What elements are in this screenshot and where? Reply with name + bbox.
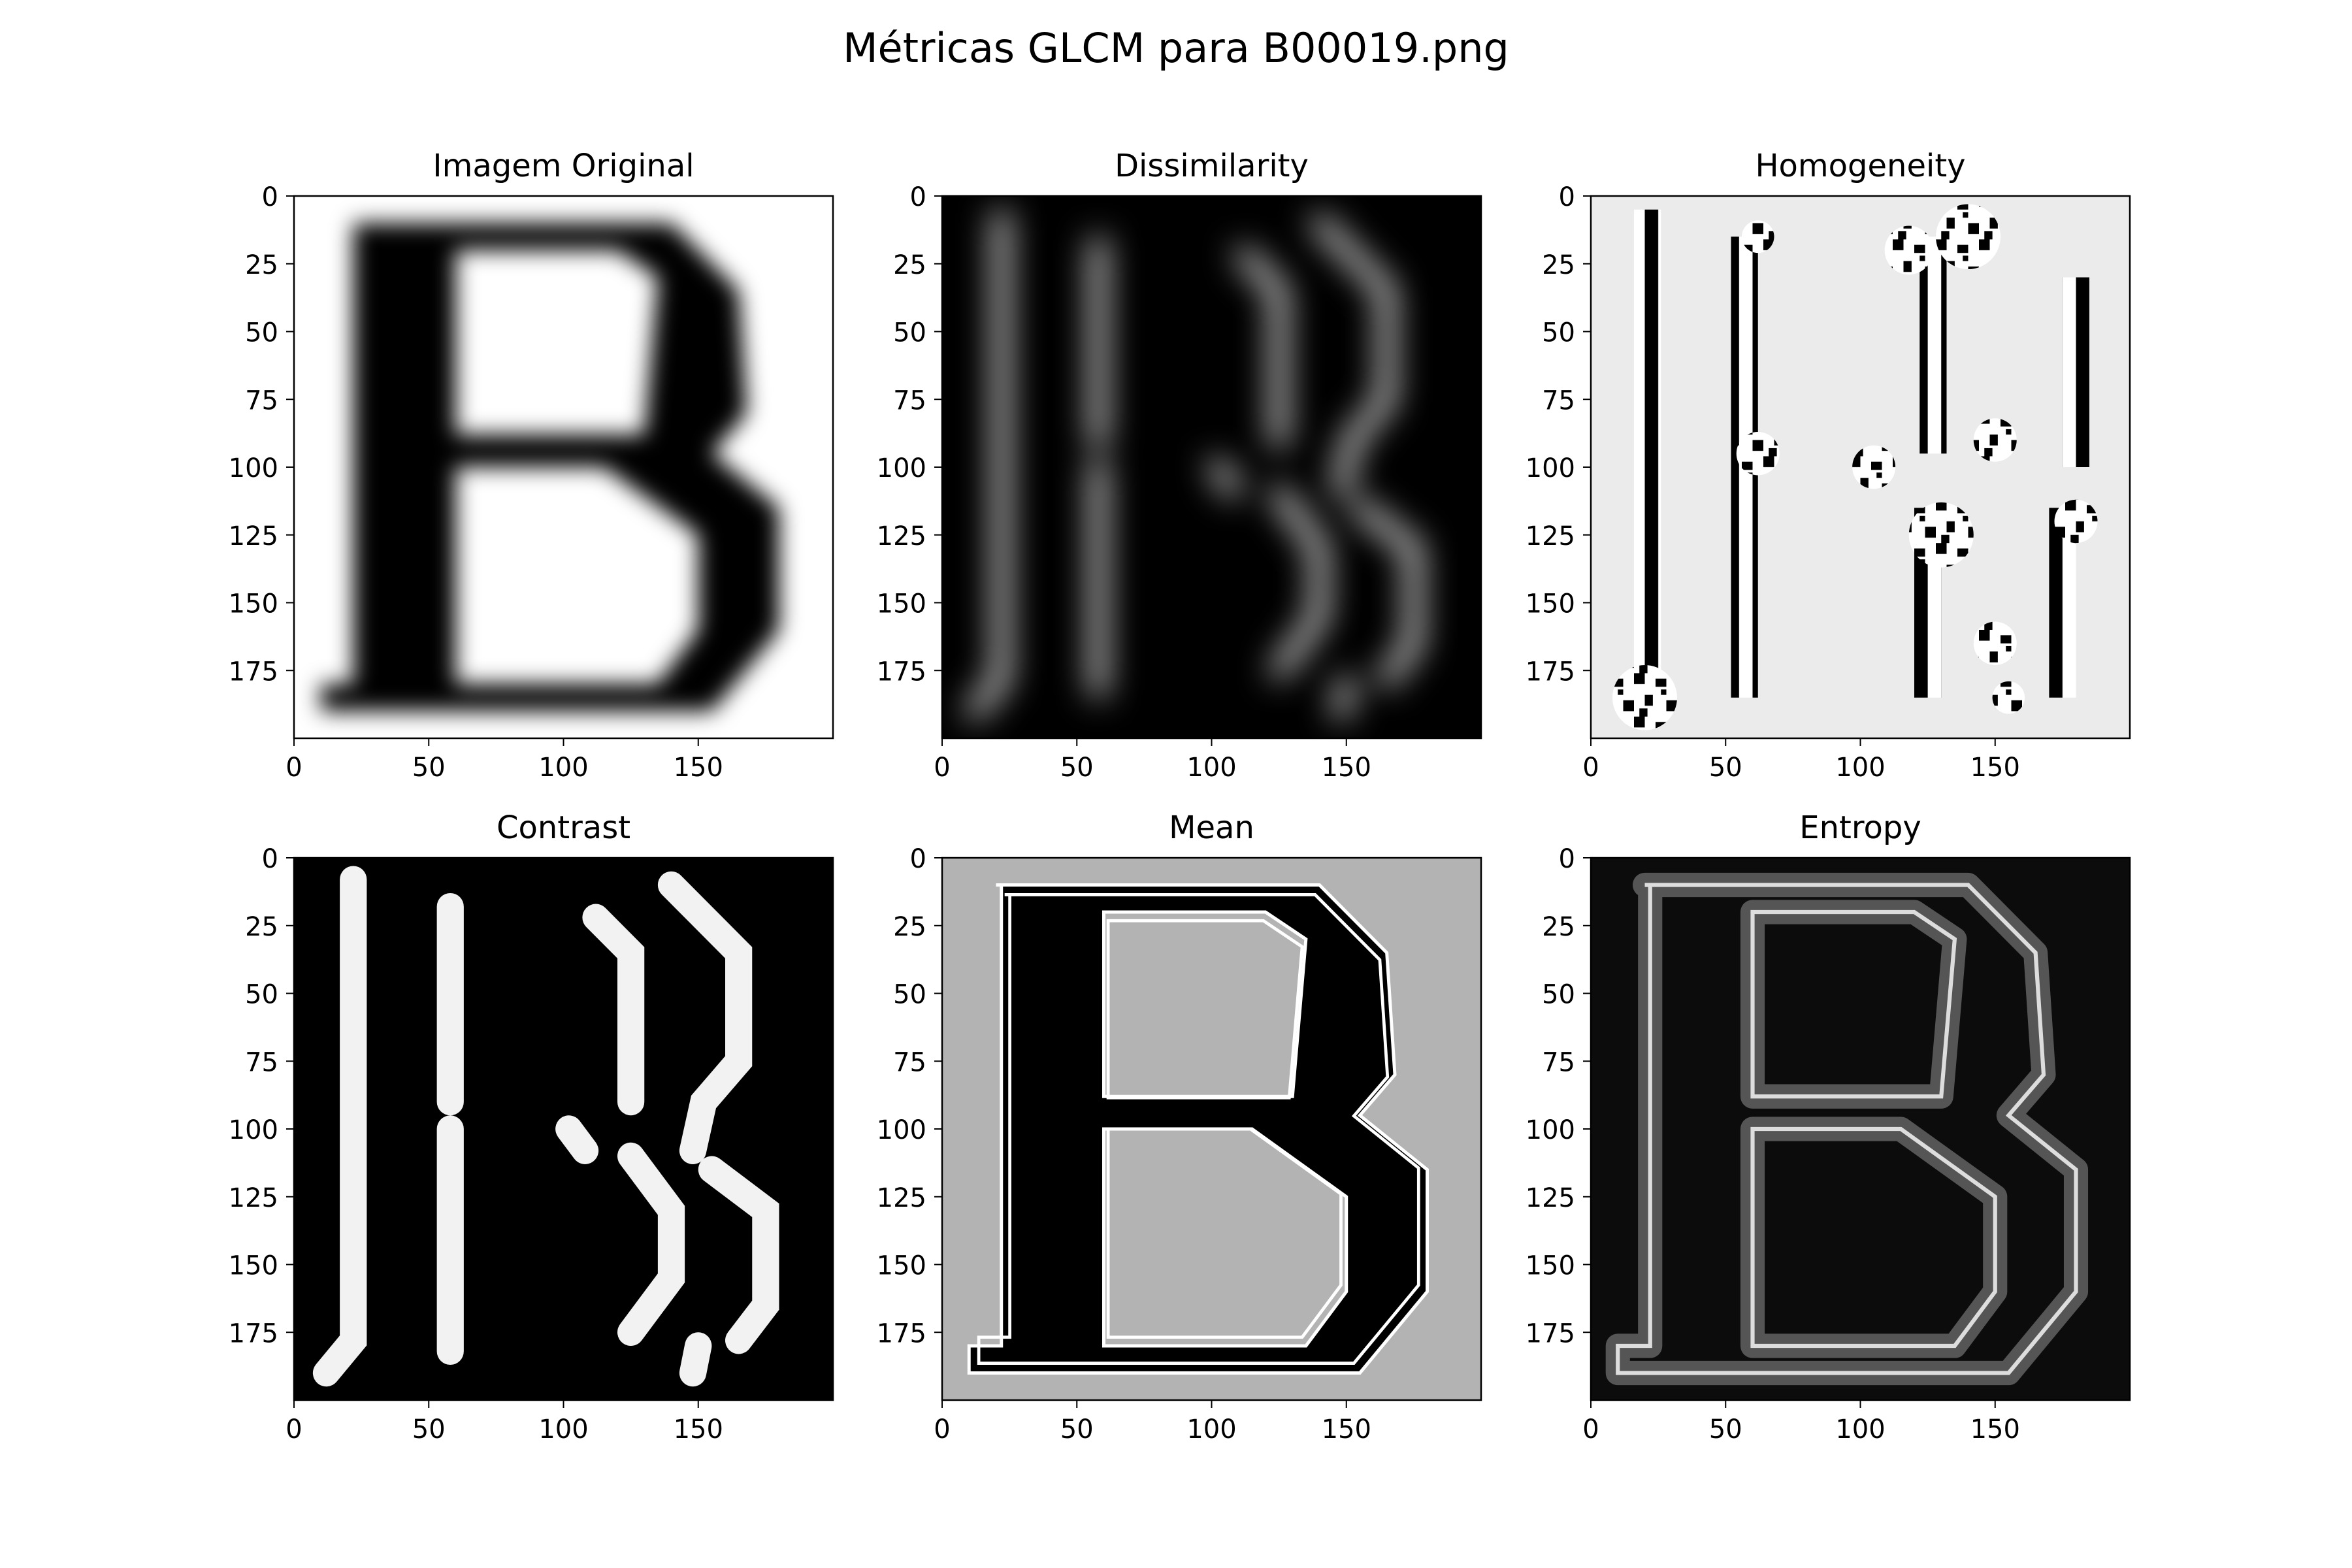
y-tick-label: 100 [1526, 453, 1575, 483]
panel-content-dissimilarity [966, 209, 1422, 719]
x-tick-label: 150 [1970, 1414, 2020, 1445]
x-tick-label: 0 [1582, 1414, 1599, 1445]
y-tick-label: 0 [910, 182, 926, 212]
panel-title: Contrast [497, 809, 630, 846]
y-tick-label: 25 [1542, 250, 1575, 280]
panel-grid: Imagem Original 0 25 50 75 100 125 150 175 0 50 100… [229, 148, 2131, 1445]
x-tick-label: 0 [1582, 753, 1599, 783]
y-tick-label: 25 [893, 250, 926, 280]
y-tick-label: 0 [1559, 182, 1575, 212]
y-tick-label: 175 [877, 657, 926, 687]
y-tick-label: 100 [877, 1115, 926, 1145]
y-tick-label: 25 [245, 250, 278, 280]
panel-entropy: Entropy 0 25 50 75 100 125 150 175 0 50 100 150 [1526, 809, 2131, 1445]
x-tick-label: 150 [674, 753, 723, 783]
y-tick-label: 175 [229, 1318, 278, 1348]
y-tick-label: 75 [893, 1047, 926, 1077]
x-tick-label: 150 [1970, 753, 2020, 783]
y-tick-label: 150 [877, 589, 926, 619]
y-tick-label: 50 [893, 980, 926, 1010]
y-tick-label: 0 [910, 844, 926, 874]
y-tick-label: 50 [1542, 318, 1575, 348]
y-tick-label: 125 [1526, 521, 1575, 551]
panel-content-contrast [312, 866, 779, 1387]
panel-mean: Mean 0 25 50 75 100 125 150 175 0 50 100 150 [877, 809, 1482, 1445]
x-tick-label: 50 [412, 1414, 446, 1445]
x-tick-label: 50 [1060, 1414, 1094, 1445]
y-tick-label: 125 [1526, 1183, 1575, 1213]
x-tick-label: 100 [538, 1414, 588, 1445]
panel-title: Homogeneity [1755, 148, 1965, 184]
y-tick-label: 75 [245, 385, 278, 416]
x-tick-label: 50 [1709, 1414, 1742, 1445]
y-tick-label: 150 [1526, 1251, 1575, 1281]
y-tick-label: 50 [1542, 980, 1575, 1010]
y-tick-label: 50 [893, 318, 926, 348]
y-tick-label: 150 [1526, 589, 1575, 619]
y-tick-label: 100 [229, 1115, 278, 1145]
y-tick-label: 0 [262, 844, 278, 874]
y-tick-label: 175 [229, 657, 278, 687]
y-tick-label: 175 [1526, 657, 1575, 687]
panel-title: Imagem Original [433, 148, 694, 184]
x-tick-label: 0 [286, 753, 302, 783]
x-tick-label: 100 [1835, 1414, 1885, 1445]
y-tick-label: 125 [229, 521, 278, 551]
y-tick-label: 150 [229, 1251, 278, 1281]
x-tick-label: 50 [1060, 753, 1094, 783]
y-tick-label: 50 [245, 318, 278, 348]
y-tick-label: 25 [893, 912, 926, 942]
x-tick-label: 100 [1186, 753, 1236, 783]
panel-content-homogeneity [1612, 204, 2098, 730]
panel-contrast: Contrast 0 25 50 75 100 125 150 175 0 50 100 150 [229, 809, 834, 1445]
y-tick-label: 0 [1559, 844, 1575, 874]
panel-title: Entropy [1799, 809, 1921, 846]
x-tick-label: 0 [934, 753, 950, 783]
y-tick-label: 75 [1542, 1047, 1575, 1077]
x-tick-label: 100 [1835, 753, 1885, 783]
panel-homogeneity: Homogeneity 0 25 50 75 100 125 150 175 0 50 100 150 [1526, 148, 2131, 783]
panel-title: Dissimilarity [1115, 148, 1309, 184]
x-tick-label: 150 [674, 1414, 723, 1445]
y-tick-label: 125 [229, 1183, 278, 1213]
x-tick-label: 50 [412, 753, 446, 783]
x-tick-label: 0 [934, 1414, 950, 1445]
y-tick-label: 125 [877, 1183, 926, 1213]
y-tick-label: 75 [245, 1047, 278, 1077]
y-tick-label: 50 [245, 980, 278, 1010]
y-tick-label: 150 [877, 1251, 926, 1281]
y-tick-label: 175 [877, 1318, 926, 1348]
y-tick-label: 25 [245, 912, 278, 942]
y-tick-label: 0 [262, 182, 278, 212]
x-tick-label: 100 [538, 753, 588, 783]
y-tick-label: 75 [1542, 385, 1575, 416]
y-tick-label: 175 [1526, 1318, 1575, 1348]
x-tick-label: 50 [1709, 753, 1742, 783]
x-tick-label: 150 [1322, 753, 1371, 783]
y-tick-label: 100 [1526, 1115, 1575, 1145]
y-tick-label: 125 [877, 521, 926, 551]
y-tick-label: 150 [229, 589, 278, 619]
y-tick-label: 100 [229, 453, 278, 483]
y-tick-label: 25 [1542, 912, 1575, 942]
panel-title: Mean [1169, 809, 1254, 846]
x-tick-label: 100 [1186, 1414, 1236, 1445]
panel-original: Imagem Original 0 25 50 75 100 125 150 175 0 50 100… [229, 148, 834, 783]
figure-title: Métricas GLCM para B00019.png [843, 24, 1509, 72]
panel-dissimilarity: Dissimilarity 0 25 50 75 100 125 150 175 0 50 100 15… [877, 148, 1482, 783]
x-tick-label: 0 [286, 1414, 302, 1445]
y-tick-label: 100 [877, 453, 926, 483]
x-tick-label: 150 [1322, 1414, 1371, 1445]
y-tick-label: 75 [893, 385, 926, 416]
